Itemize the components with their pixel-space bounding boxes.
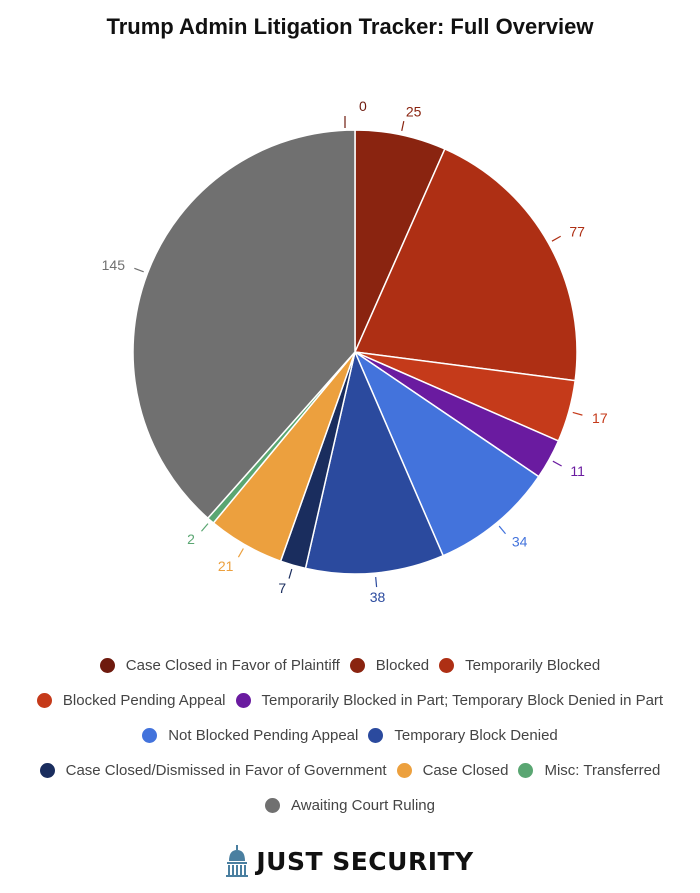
leader-line — [552, 460, 562, 467]
legend-swatch-icon — [368, 728, 384, 743]
pie-chart: 0 25 77 17 11 34 38 7 21 2 145 — [102, 98, 608, 605]
data-label: 34 — [512, 533, 528, 549]
leader-line — [134, 267, 144, 273]
legend-item[interactable]: Case Closed/Dismissed in Favor of Govern… — [39, 762, 387, 779]
brand-logo: JUST SECURITY — [0, 845, 700, 877]
legend-label: Blocked — [375, 657, 430, 674]
legend-row: Awaiting Court Ruling — [0, 788, 700, 823]
legend-label: Awaiting Court Ruling — [291, 797, 435, 814]
legend-swatch-icon — [265, 798, 281, 813]
data-label: 21 — [218, 558, 234, 574]
legend-item[interactable]: Misc: Transferred — [518, 762, 660, 779]
legend-label: Misc: Transferred — [544, 762, 661, 779]
legend: Case Closed in Favor of Plaintiff Blocked… — [0, 648, 700, 823]
leader-line — [498, 525, 506, 535]
legend-swatch-icon — [518, 763, 534, 778]
legend-label: Temporarily Blocked in Part; Temporary B… — [261, 692, 664, 709]
legend-swatch-icon — [235, 693, 251, 708]
legend-label: Case Closed — [422, 762, 509, 779]
legend-item[interactable]: Case Closed — [396, 762, 509, 779]
legend-swatch-icon — [142, 728, 158, 743]
legend-item[interactable]: Not Blocked Pending Appeal — [142, 727, 358, 744]
leader-line — [375, 576, 378, 588]
legend-item[interactable]: Temporarily Blocked — [439, 657, 600, 674]
brand-name: JUST SECURITY — [256, 846, 474, 876]
legend-row: Case Closed in Favor of Plaintiff Blocked… — [0, 648, 700, 683]
legend-swatch-icon — [36, 693, 52, 708]
legend-item[interactable]: Awaiting Court Ruling — [265, 797, 435, 814]
legend-swatch-icon — [39, 763, 55, 778]
legend-label: Case Closed in Favor of Plaintiff — [125, 657, 340, 674]
legend-item[interactable]: Blocked Pending Appeal — [36, 692, 226, 709]
data-label: 25 — [406, 103, 422, 119]
legend-label: Case Closed/Dismissed in Favor of Govern… — [65, 762, 387, 779]
pie-slice[interactable] — [353, 349, 540, 557]
legend-swatch-icon — [439, 658, 455, 673]
data-label: 38 — [370, 589, 386, 605]
chart-title: Trump Admin Litigation Tracker: Full Ove… — [106, 14, 594, 39]
legend-label: Temporary Block Denied — [394, 727, 558, 744]
pie-slice[interactable] — [353, 148, 578, 382]
leader-line — [401, 120, 405, 132]
leader-line — [551, 235, 561, 242]
legend-swatch-icon — [99, 658, 115, 673]
data-label: 145 — [102, 257, 126, 273]
legend-swatch-icon — [349, 658, 365, 673]
legend-item[interactable]: Case Closed in Favor of Plaintiff — [99, 657, 340, 674]
legend-label: Blocked Pending Appeal — [62, 692, 226, 709]
data-label: 2 — [187, 531, 195, 547]
data-label: 17 — [592, 410, 608, 426]
leader-line — [201, 523, 209, 532]
legend-swatch-icon — [396, 763, 412, 778]
data-label: 11 — [570, 463, 585, 479]
legend-item[interactable]: Temporary Block Denied — [368, 727, 558, 744]
legend-label: Not Blocked Pending Appeal — [168, 727, 359, 744]
capitol-dome-icon — [226, 845, 249, 877]
legend-label: Temporarily Blocked — [465, 657, 601, 674]
leader-line — [288, 568, 293, 579]
legend-row: Not Blocked Pending Appeal Temporary Bloc… — [0, 718, 700, 753]
legend-item[interactable]: Blocked — [349, 657, 430, 674]
pie-slice[interactable] — [304, 349, 445, 575]
leader-line — [572, 411, 583, 416]
legend-item[interactable]: Temporarily Blocked in Part; Temporary B… — [235, 692, 664, 709]
legend-row: Blocked Pending Appeal Temporarily Blocke… — [0, 683, 700, 718]
data-label: 77 — [569, 223, 585, 239]
data-label: 0 — [359, 98, 367, 114]
leader-line — [237, 548, 244, 558]
pie-slice[interactable] — [132, 129, 356, 520]
data-label: 7 — [278, 580, 286, 596]
legend-row: Case Closed/Dismissed in Favor of Govern… — [0, 753, 700, 788]
